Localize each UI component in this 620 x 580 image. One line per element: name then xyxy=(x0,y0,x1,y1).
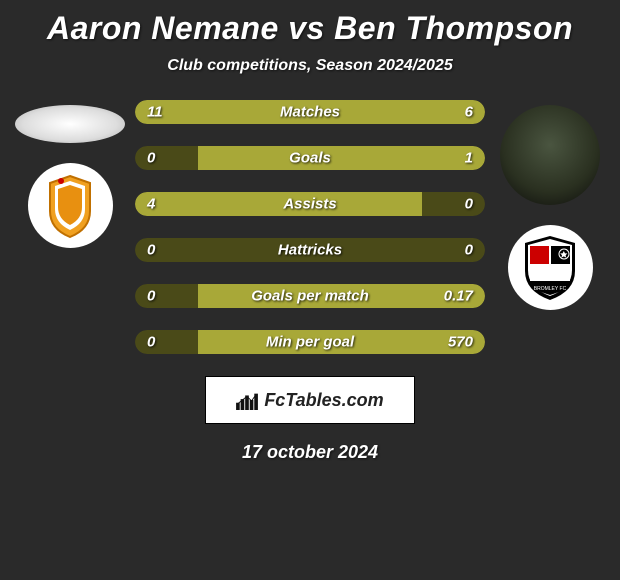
bar-left-fill xyxy=(135,192,422,216)
bar-right-fill xyxy=(198,146,485,170)
bromley-shield-icon: BROMLEY FC xyxy=(520,233,580,303)
stat-row: 0 1 Goals xyxy=(135,146,485,170)
stat-label: Hattricks xyxy=(278,242,342,259)
vs-text: vs xyxy=(288,10,325,46)
stat-value-right: 0 xyxy=(465,242,473,259)
stat-row: 11 6 Matches xyxy=(135,100,485,124)
stat-label: Goals xyxy=(289,150,331,167)
player2-name: Ben Thompson xyxy=(334,10,573,46)
main-row: 11 6 Matches 0 1 Goals 4 0 Assists 0 0 Hattricks 0 0.… xyxy=(0,100,620,354)
player1-club-badge xyxy=(28,163,113,248)
bar-right-fill xyxy=(422,192,485,216)
stat-value-left: 4 xyxy=(147,196,155,213)
player2-avatar xyxy=(500,105,600,205)
stat-value-right: 0 xyxy=(465,196,473,213)
left-side xyxy=(15,100,125,248)
stat-value-right: 570 xyxy=(448,334,473,351)
right-side: BROMLEY FC xyxy=(495,100,605,310)
stats-bars: 11 6 Matches 0 1 Goals 4 0 Assists 0 0 Hattricks 0 0.… xyxy=(135,100,485,354)
stat-value-left: 11 xyxy=(147,104,163,121)
stat-value-left: 0 xyxy=(147,150,155,167)
player1-name: Aaron Nemane xyxy=(47,10,279,46)
stat-value-left: 0 xyxy=(147,288,155,305)
mk-dons-shield-icon xyxy=(40,171,100,241)
stat-label: Matches xyxy=(280,104,340,121)
subtitle: Club competitions, Season 2024/2025 xyxy=(0,57,620,75)
bar-left-fill xyxy=(135,284,198,308)
page-title: Aaron Nemane vs Ben Thompson xyxy=(0,10,620,47)
stat-value-right: 6 xyxy=(465,104,473,121)
stat-value-right: 0.17 xyxy=(444,288,473,305)
svg-text:BROMLEY FC: BROMLEY FC xyxy=(534,286,567,292)
stat-row: 0 570 Min per goal xyxy=(135,330,485,354)
fctables-logo-icon xyxy=(236,390,258,410)
stat-row: 0 0.17 Goals per match xyxy=(135,284,485,308)
stat-label: Min per goal xyxy=(266,334,354,351)
stat-value-left: 0 xyxy=(147,242,155,259)
attribution-box: FcTables.com xyxy=(205,376,415,424)
stat-row: 0 0 Hattricks xyxy=(135,238,485,262)
bar-left-fill xyxy=(135,330,198,354)
player2-club-badge: BROMLEY FC xyxy=(508,225,593,310)
stat-value-right: 1 xyxy=(465,150,473,167)
stat-label: Goals per match xyxy=(251,288,369,305)
date-text: 17 october 2024 xyxy=(0,442,620,463)
stat-row: 4 0 Assists xyxy=(135,192,485,216)
stat-value-left: 0 xyxy=(147,334,155,351)
player1-avatar xyxy=(15,105,125,143)
comparison-card: Aaron Nemane vs Ben Thompson Club compet… xyxy=(0,0,620,580)
stat-label: Assists xyxy=(283,196,336,213)
bar-left-fill xyxy=(135,146,198,170)
attribution-text: FcTables.com xyxy=(264,390,383,411)
